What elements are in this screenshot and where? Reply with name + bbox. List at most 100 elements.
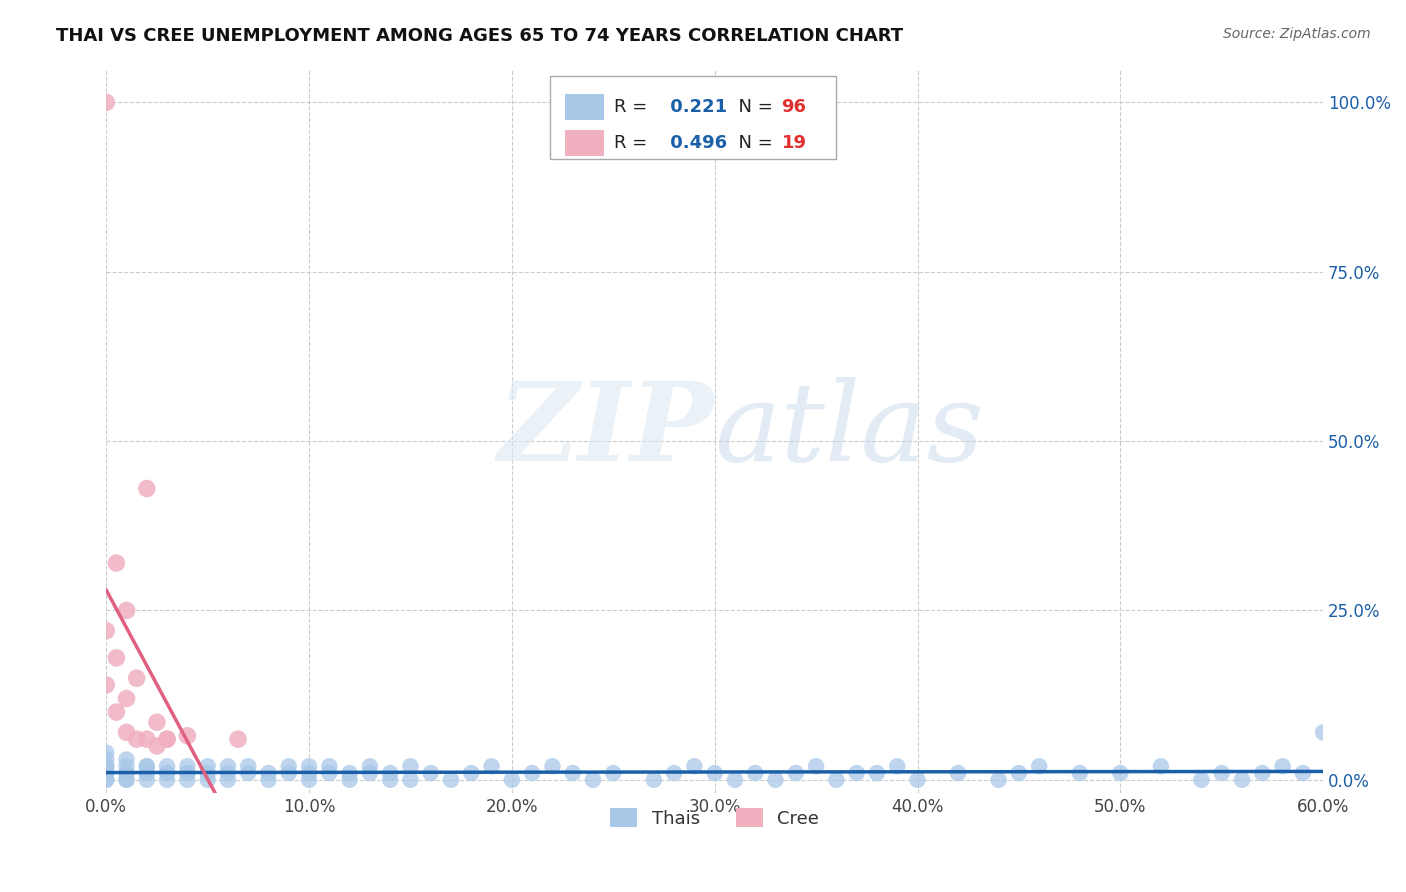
Point: [481, 759, 503, 773]
Point: [96, 624, 118, 638]
Point: [257, 766, 280, 780]
Point: [662, 766, 685, 780]
Point: [125, 671, 148, 685]
Point: [744, 766, 766, 780]
Point: [105, 651, 128, 665]
Point: [156, 766, 179, 780]
Point: [238, 766, 260, 780]
Point: [115, 772, 138, 787]
Point: [197, 759, 219, 773]
Point: [582, 772, 605, 787]
Point: [115, 772, 138, 787]
Point: [724, 772, 747, 787]
Point: [115, 691, 138, 706]
Text: 0.496: 0.496: [664, 134, 727, 153]
Point: [156, 772, 179, 787]
Point: [96, 746, 118, 760]
Point: [146, 715, 169, 730]
Point: [96, 752, 118, 766]
Point: [135, 766, 157, 780]
Point: [96, 766, 118, 780]
Point: [176, 759, 198, 773]
Point: [380, 766, 402, 780]
Point: [115, 766, 138, 780]
Point: [96, 95, 118, 110]
Text: N =: N =: [727, 98, 779, 116]
FancyBboxPatch shape: [550, 76, 837, 159]
Text: Source: ZipAtlas.com: Source: ZipAtlas.com: [1223, 27, 1371, 41]
Point: [399, 759, 422, 773]
Point: [96, 766, 118, 780]
Point: [1292, 766, 1315, 780]
Point: [825, 772, 848, 787]
Text: 19: 19: [782, 134, 807, 153]
Point: [96, 759, 118, 773]
Point: [419, 766, 441, 780]
Point: [703, 766, 725, 780]
Point: [125, 732, 148, 747]
Point: [1150, 759, 1173, 773]
Point: [804, 759, 827, 773]
Point: [115, 603, 138, 617]
Text: N =: N =: [727, 134, 779, 153]
Point: [197, 766, 219, 780]
Point: [96, 678, 118, 692]
Point: [1109, 766, 1132, 780]
Point: [907, 772, 929, 787]
Point: [765, 772, 787, 787]
Point: [115, 752, 138, 766]
Text: atlas: atlas: [714, 377, 984, 484]
Point: [176, 766, 198, 780]
FancyBboxPatch shape: [565, 94, 605, 120]
Point: [1191, 772, 1213, 787]
Text: 0.221: 0.221: [664, 98, 727, 116]
Point: [683, 759, 706, 773]
Point: [238, 759, 260, 773]
Text: THAI VS CREE UNEMPLOYMENT AMONG AGES 65 TO 74 YEARS CORRELATION CHART: THAI VS CREE UNEMPLOYMENT AMONG AGES 65 …: [56, 27, 904, 45]
Point: [1211, 766, 1233, 780]
Text: R =: R =: [613, 134, 652, 153]
Point: [359, 759, 381, 773]
Point: [541, 759, 564, 773]
Point: [217, 766, 239, 780]
Point: [217, 772, 239, 787]
Point: [866, 766, 889, 780]
Point: [785, 766, 807, 780]
Point: [460, 766, 482, 780]
Point: [501, 772, 523, 787]
Point: [339, 766, 361, 780]
FancyBboxPatch shape: [565, 130, 605, 156]
Point: [298, 772, 321, 787]
Point: [886, 759, 908, 773]
Point: [1251, 766, 1274, 780]
Point: [105, 705, 128, 719]
Point: [156, 766, 179, 780]
Point: [105, 556, 128, 570]
Point: [602, 766, 624, 780]
Point: [440, 772, 463, 787]
Legend: Thais, Cree: Thais, Cree: [603, 801, 827, 835]
Point: [520, 766, 543, 780]
Point: [1069, 766, 1091, 780]
Point: [226, 732, 249, 747]
Point: [135, 482, 157, 496]
Point: [135, 759, 157, 773]
Point: [115, 766, 138, 780]
Point: [217, 759, 239, 773]
Point: [156, 759, 179, 773]
Point: [298, 766, 321, 780]
Point: [115, 759, 138, 773]
Point: [257, 772, 280, 787]
Point: [1312, 725, 1334, 739]
Point: [946, 766, 969, 780]
Point: [176, 772, 198, 787]
Point: [146, 739, 169, 753]
Point: [96, 772, 118, 787]
Point: [277, 759, 299, 773]
Text: R =: R =: [613, 98, 652, 116]
Point: [156, 732, 179, 747]
Point: [135, 772, 157, 787]
Point: [318, 759, 340, 773]
Point: [298, 759, 321, 773]
Point: [1008, 766, 1031, 780]
